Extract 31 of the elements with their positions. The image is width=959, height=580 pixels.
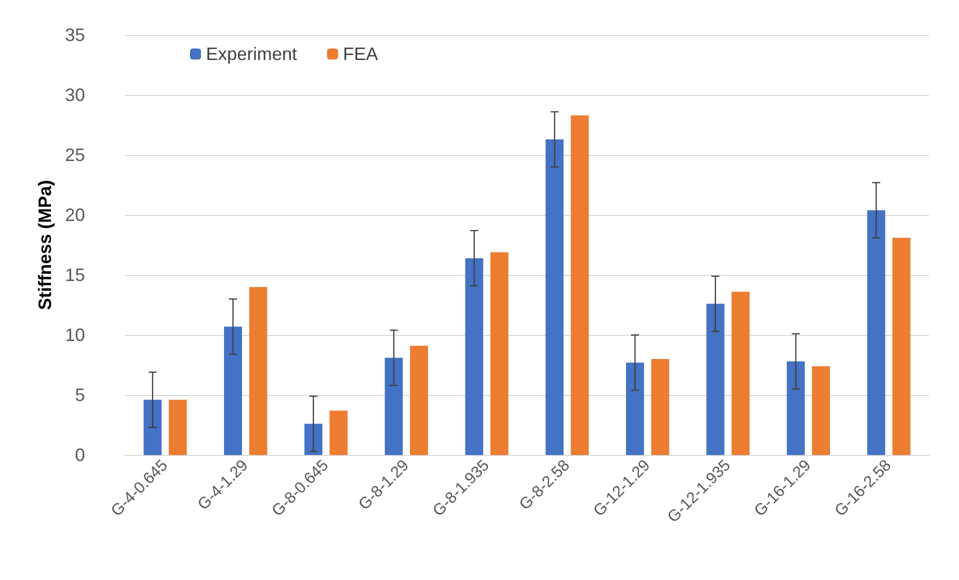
y-tick-label: 5 [74,385,85,405]
bar [410,346,428,455]
bar [546,139,564,455]
y-tick-label: 30 [64,85,85,105]
bar [732,292,750,455]
bar [168,400,187,455]
bar [651,359,670,455]
bar [224,326,242,455]
y-tick-label: 15 [64,265,85,285]
bar [786,361,805,455]
y-tick-label: 0 [74,445,85,465]
bar [249,287,268,455]
bar [812,366,830,455]
bar [867,210,886,455]
y-tick-label: 35 [64,25,85,45]
bar [144,400,162,455]
bar [892,238,910,455]
y-axis-title: Stiffness (MPa) [35,180,56,310]
y-tick-label: 20 [64,205,85,225]
bar [490,252,508,455]
bar [304,424,322,455]
bar [626,362,644,455]
bar [570,115,589,455]
bar [384,358,403,455]
bar [465,258,484,455]
y-tick-label: 10 [64,325,85,345]
legend-label: Experiment [206,44,298,64]
bar [706,304,724,455]
y-tick-label: 25 [64,145,85,165]
legend-label: FEA [343,44,378,64]
bar [330,410,348,455]
